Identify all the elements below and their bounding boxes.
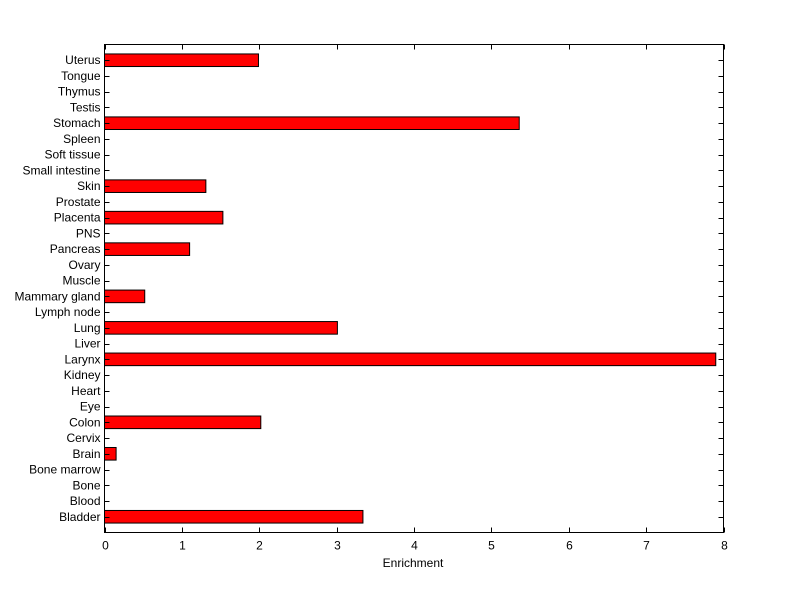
bar-lung (104, 321, 338, 335)
plot-frame (104, 44, 724, 533)
y-tick-label: Spleen (63, 132, 100, 146)
y-tick-label: Blood (70, 494, 101, 508)
y-tick-label: Muscle (62, 274, 100, 288)
bar-bladder (104, 509, 364, 524)
y-tick-label: Lung (74, 321, 101, 335)
y-tick-label: Pancreas (50, 242, 101, 256)
y-tick-label: Testis (70, 100, 101, 114)
y-tick-label: Stomach (53, 116, 100, 130)
x-axis-label: Enrichment (383, 556, 444, 570)
y-tick-label: Thymus (58, 85, 101, 99)
bar-colon (104, 415, 262, 430)
x-tick-label: 2 (256, 539, 263, 553)
y-tick-label: Placenta (54, 211, 101, 225)
bar-uterus (104, 53, 259, 68)
y-tick-label: Bone (72, 478, 100, 492)
x-tick-label: 6 (566, 539, 573, 553)
y-tick-label: Kidney (64, 368, 101, 382)
y-tick-label: Prostate (56, 195, 101, 209)
x-tick-label: 5 (488, 539, 495, 553)
y-tick-label: Cervix (66, 431, 100, 445)
bar-placenta (104, 210, 224, 225)
bar-skin (104, 179, 207, 193)
y-tick-label: Brain (72, 447, 100, 461)
bar-stomach (104, 116, 520, 131)
x-tick-label: 8 (721, 539, 728, 553)
y-tick-label: Larynx (64, 352, 100, 366)
x-tick-label: 3 (334, 539, 341, 553)
y-tick-label: Liver (74, 337, 100, 351)
y-tick-label: Bone marrow (29, 463, 101, 477)
y-tick-label: Uterus (65, 53, 100, 67)
y-tick-label: Bladder (59, 510, 100, 524)
y-tick-label: Tongue (61, 69, 101, 83)
y-tick-label: Skin (77, 179, 100, 193)
x-tick-label: 4 (411, 539, 418, 553)
y-tick-label: Heart (71, 384, 101, 398)
bar-pancreas (104, 242, 191, 256)
x-tick-label: 7 (643, 539, 650, 553)
bar-larynx (104, 352, 717, 367)
y-tick-label: PNS (76, 226, 101, 240)
y-tick-label: Soft tissue (44, 148, 100, 162)
bar-mammary-gland (104, 289, 146, 304)
y-tick-label: Small intestine (22, 163, 100, 177)
x-tick-label: 0 (102, 539, 109, 553)
bar-brain (104, 446, 117, 461)
x-tick-label: 1 (179, 539, 186, 553)
y-tick-label: Ovary (68, 258, 100, 272)
y-tick-label: Colon (69, 415, 100, 429)
y-tick-label: Mammary gland (14, 289, 100, 303)
y-tick-label: Lymph node (35, 305, 101, 319)
y-tick-label: Eye (80, 400, 101, 414)
